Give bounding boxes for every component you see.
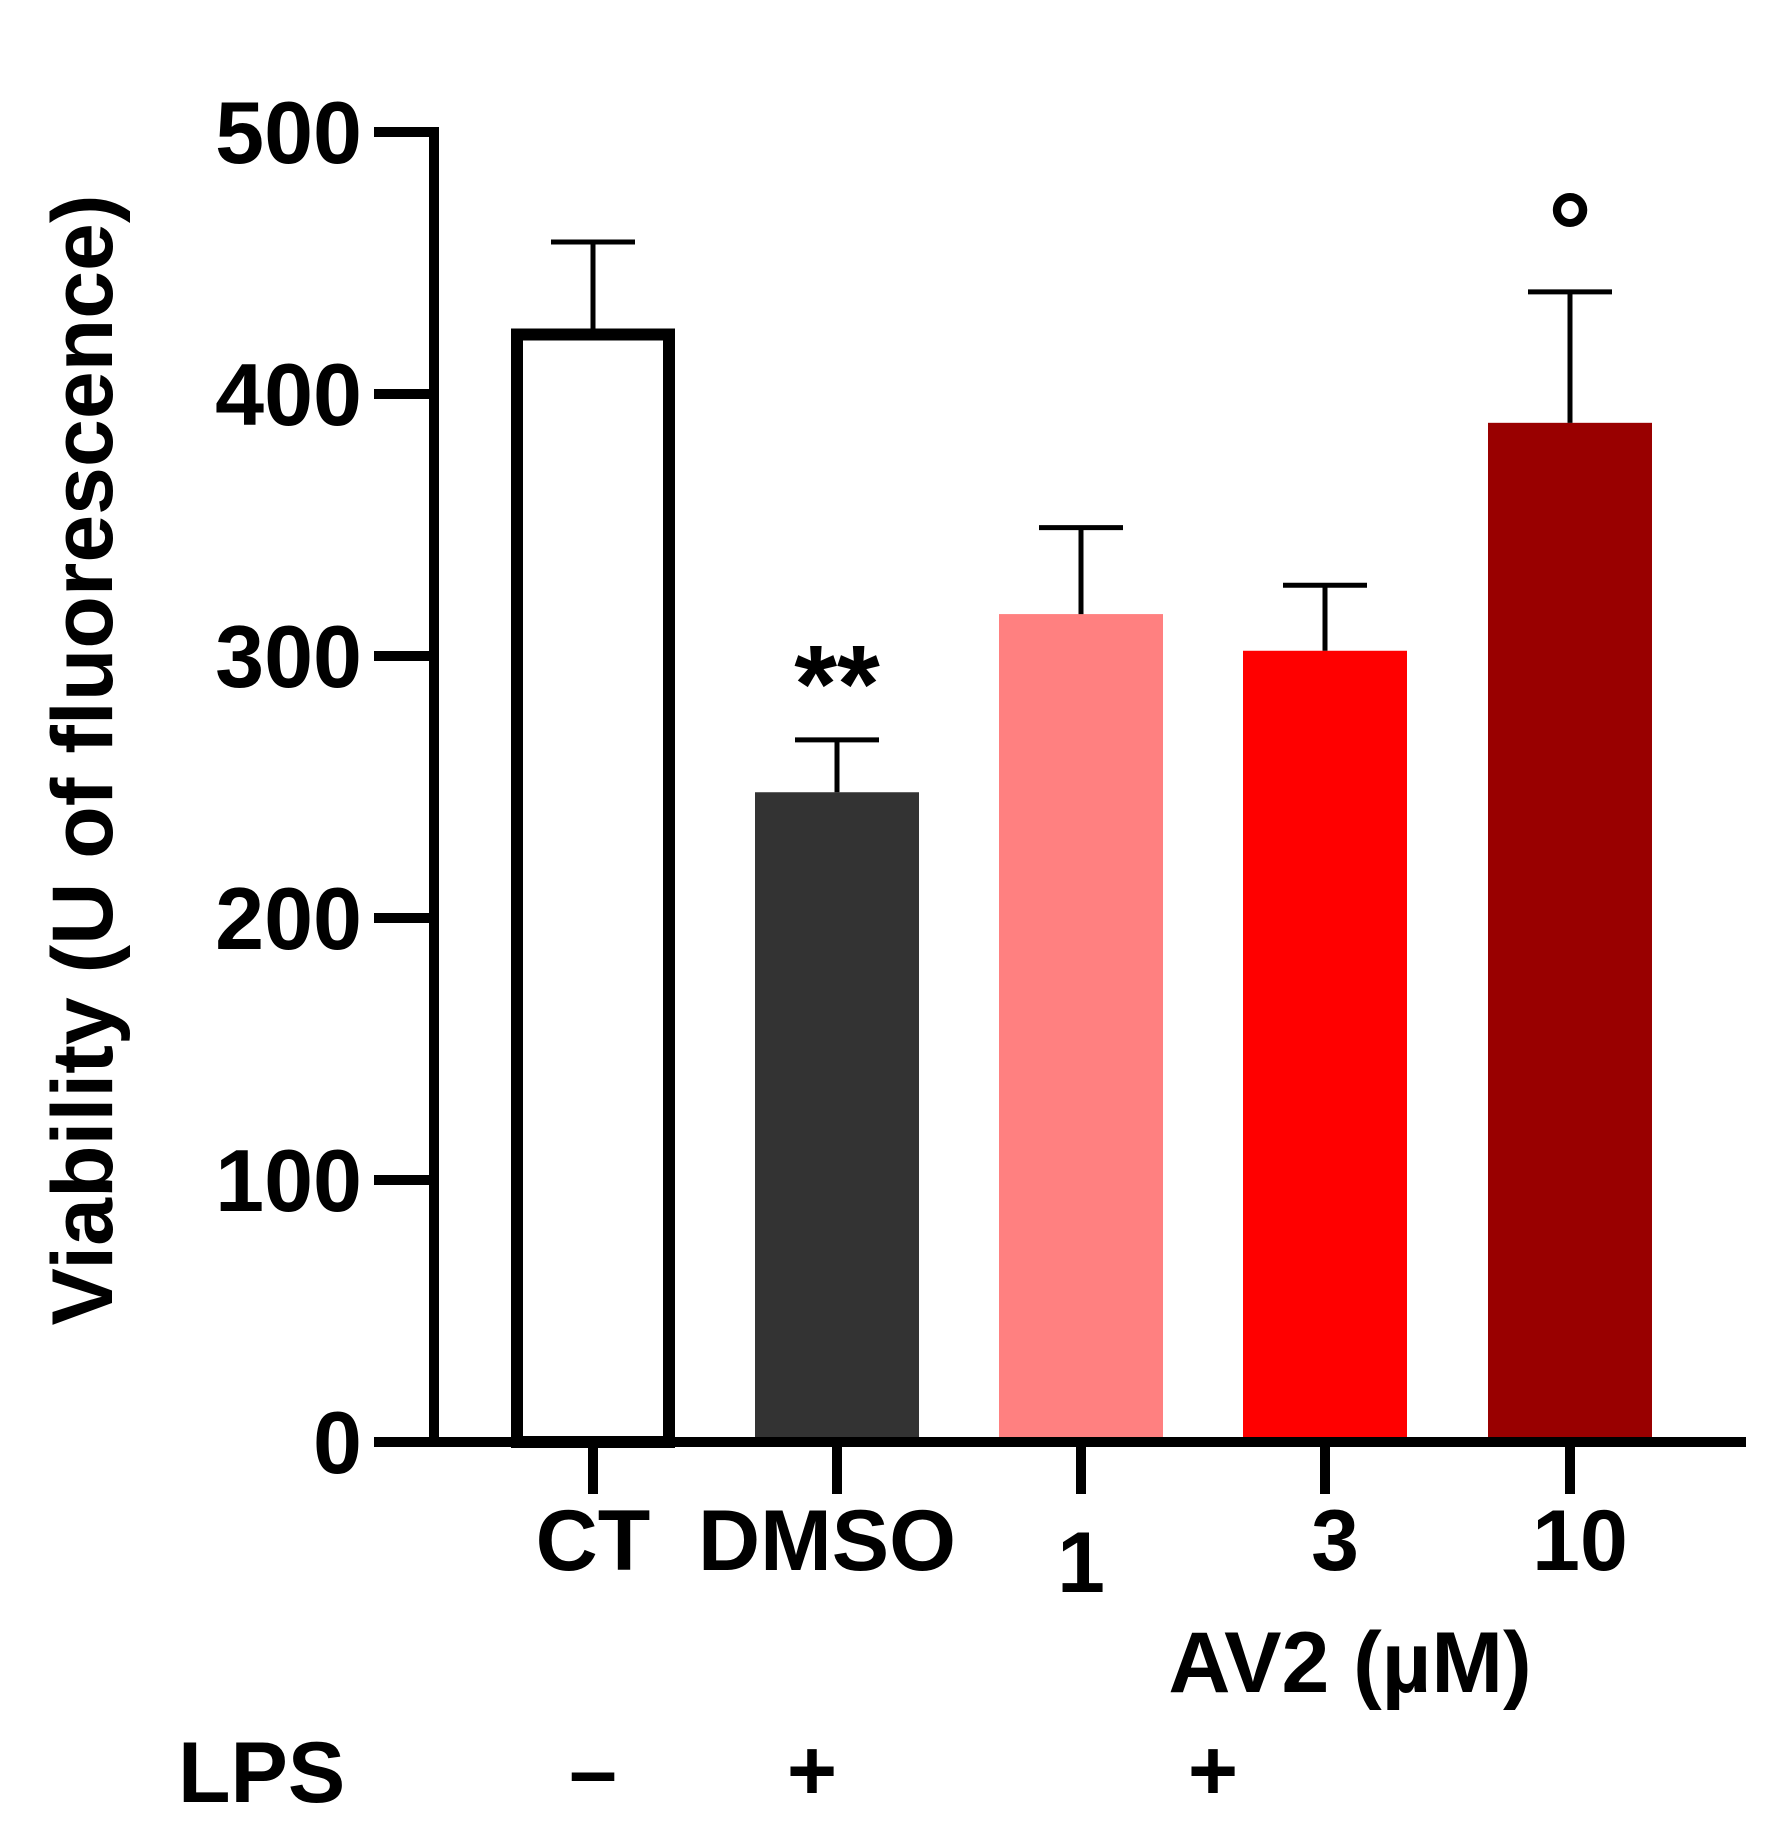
significance-group: ** ° (794, 171, 1592, 746)
y-axis-title: Viability (U of fluorescence) (35, 194, 131, 1325)
bar-1 (999, 614, 1163, 1442)
y-tick-label: 0 (313, 1393, 362, 1492)
lps-mark: + (1188, 1723, 1238, 1819)
lps-marks-group: – + + (569, 1723, 1238, 1819)
lps-row-label: LPS (178, 1725, 345, 1821)
x-category-label: 3 (1311, 1493, 1359, 1589)
bar-DMSO (755, 792, 919, 1442)
axes-group (429, 127, 1746, 1447)
av2-group-label: AV2 (µM) (1168, 1615, 1531, 1711)
x-category-label: CT (536, 1493, 651, 1589)
significance-marker: ° (1548, 171, 1592, 294)
y-tick-label: 100 (215, 1131, 362, 1230)
bar-10 (1488, 422, 1652, 1442)
bar-CT (511, 328, 675, 1448)
y-tick-label: 200 (215, 869, 362, 968)
x-category-label: 1 (1057, 1515, 1105, 1611)
x-ticks-group: CT DMSO 1 3 10 (536, 1442, 1628, 1611)
x-category-label: 10 (1532, 1493, 1628, 1589)
bar-3 (1243, 650, 1407, 1442)
y-tick-label: 300 (215, 607, 362, 706)
lps-mark: + (787, 1723, 837, 1819)
x-category-label: DMSO (698, 1493, 956, 1589)
y-tick-label: 500 (215, 83, 362, 182)
error-bars-group (551, 239, 1612, 793)
bars-group (511, 328, 1652, 1448)
significance-marker: ** (794, 623, 880, 746)
y-tick-label: 400 (215, 345, 362, 444)
y-ticks-group: 0 100 200 300 400 500 (215, 83, 434, 1492)
lps-mark: – (569, 1723, 617, 1819)
